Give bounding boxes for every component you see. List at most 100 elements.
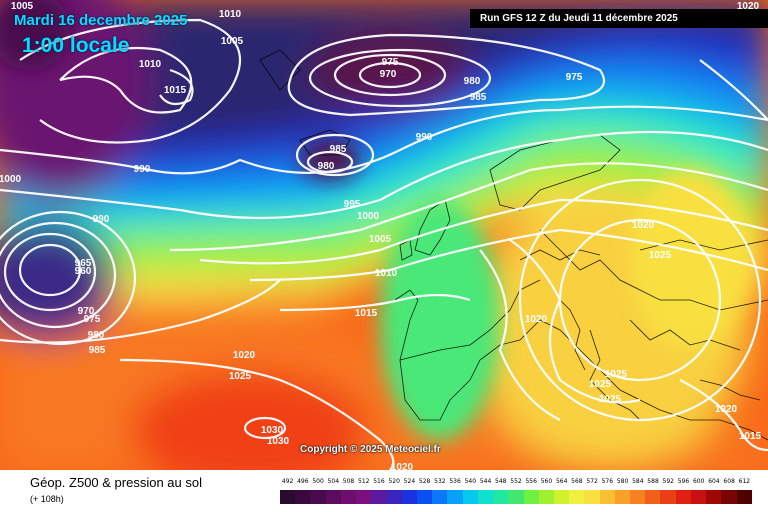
color-scale-swatch: [401, 490, 417, 504]
forecast-step: (+ 108h): [30, 494, 64, 504]
pressure-label: 985: [330, 144, 347, 155]
color-scale-swatch: [630, 490, 646, 504]
map-title: Géop. Z500 & pression au sol: [30, 475, 202, 490]
coastlines: [259, 49, 768, 441]
color-scale-swatch: [523, 490, 539, 504]
pressure-label: 1015: [355, 308, 378, 319]
color-scale-legend: 492 496 500 504 508 512 516 520 524 528 532 536 540 5…: [280, 478, 752, 510]
color-scale-swatch: [706, 490, 722, 504]
color-scale-swatch: [538, 490, 554, 504]
pressure-label: 1020: [525, 314, 548, 325]
color-scale-swatch: [675, 490, 691, 504]
isobars: [0, 18, 768, 470]
color-scale-label: 560: [540, 478, 553, 485]
color-scale-swatch: [599, 490, 615, 504]
color-scale-label: 552: [510, 478, 522, 485]
pressure-label: 990: [93, 214, 110, 225]
pressure-label: 1015: [739, 431, 762, 442]
color-scale-swatch: [508, 490, 524, 504]
pressure-label: 1005: [11, 1, 34, 12]
pressure-label: 1025: [605, 369, 628, 380]
color-scale-label: 612: [738, 478, 751, 485]
color-scale-label: 548: [495, 478, 507, 485]
pressure-label: 1010: [219, 9, 242, 20]
pressure-label: 1020: [233, 350, 256, 361]
pressure-label: 985: [89, 345, 106, 356]
forecast-date: Mardi 16 decembre 2025: [14, 12, 188, 29]
color-scale-swatch: [645, 490, 661, 504]
map-footer: Géop. Z500 & pression au sol (+ 108h) 49…: [0, 470, 768, 512]
pressure-label: 1005: [369, 234, 392, 245]
pressure-label: 975: [382, 57, 399, 68]
pressure-label: 965: [75, 258, 92, 269]
pressure-label: 980: [318, 161, 335, 172]
pressure-label: 1020: [632, 220, 655, 231]
color-scale-label: 532: [434, 478, 446, 485]
color-scale-swatch: [553, 490, 570, 504]
pressure-label: 1020: [391, 462, 414, 470]
pressure-label: 960: [75, 266, 92, 277]
color-scale-label: 500: [312, 478, 324, 485]
color-scale-label: 540: [464, 478, 477, 485]
pressure-label: 980: [88, 330, 105, 341]
color-scale-label: 492: [281, 478, 294, 485]
copyright-notice: Copyright © 2025 Meteociel.fr: [300, 444, 441, 455]
pressure-label: 990: [416, 132, 433, 143]
color-scale-label: 536: [449, 478, 461, 485]
color-scale-label: 588: [647, 478, 659, 485]
pressure-label: 970: [78, 306, 95, 317]
color-scale-label: 568: [571, 478, 583, 485]
color-scale-swatch: [356, 490, 372, 504]
color-scale-label: 544: [479, 478, 492, 485]
color-scale-swatch: [416, 490, 433, 504]
pressure-label: 1000: [0, 174, 22, 185]
pressure-label: 1025: [229, 371, 252, 382]
pressure-label: 1020: [737, 1, 760, 12]
color-scale-swatch: [569, 490, 585, 504]
color-scale-label: 596: [677, 478, 690, 485]
color-scale-bar: [280, 490, 752, 504]
pressure-label: 990: [134, 164, 151, 175]
color-scale-label: 576: [601, 478, 614, 485]
color-scale-label: 572: [586, 478, 598, 485]
color-scale-swatch: [736, 490, 752, 504]
color-scale-swatch: [386, 490, 402, 504]
color-scale-label: 608: [723, 478, 735, 485]
pressure-label: 985: [470, 92, 487, 103]
color-scale-swatch: [310, 490, 326, 504]
color-scale-label: 556: [525, 478, 537, 485]
color-scale-label: 564: [555, 478, 568, 485]
pressure-label: 1025: [589, 379, 612, 390]
color-scale-swatch: [584, 490, 600, 504]
color-scale-swatch: [371, 490, 387, 504]
color-scale-label: 584: [632, 478, 644, 485]
pressure-label: 1030: [267, 436, 290, 447]
color-scale-label: 604: [708, 478, 720, 485]
color-scale-label: 516: [373, 478, 385, 485]
pressure-label: 1015: [164, 85, 187, 96]
color-scale-swatch: [614, 490, 631, 504]
color-scale-swatch: [280, 490, 296, 504]
pressure-label: 995: [344, 199, 361, 210]
color-scale-swatch: [462, 490, 478, 504]
color-scale-swatch: [447, 490, 463, 504]
pressure-label: 1000: [357, 211, 380, 222]
color-scale-label: 508: [342, 478, 355, 485]
color-scale-swatch: [660, 490, 676, 504]
pressure-label: 1025: [649, 250, 672, 261]
pressure-label: 1030: [261, 425, 284, 436]
color-scale-swatch: [690, 490, 707, 504]
pressure-label: 1005: [221, 36, 244, 47]
model-run-info: Run GFS 12 Z du Jeudi 11 décembre 2025: [470, 9, 768, 28]
color-scale-swatch: [432, 490, 448, 504]
pressure-labels: 1005 1010 1005 1010 1015 990 1000 975 97…: [0, 1, 762, 470]
color-scale-label: 524: [403, 478, 416, 485]
color-scale-label: 592: [662, 478, 674, 485]
color-scale-swatch: [295, 490, 311, 504]
color-scale-swatch: [340, 490, 357, 504]
color-scale-label: 504: [327, 478, 340, 485]
color-scale-swatch: [493, 490, 509, 504]
forecast-local-time: 1:00 locale: [22, 34, 130, 57]
color-scale-label: 496: [297, 478, 309, 485]
color-scale-swatch: [721, 490, 737, 504]
